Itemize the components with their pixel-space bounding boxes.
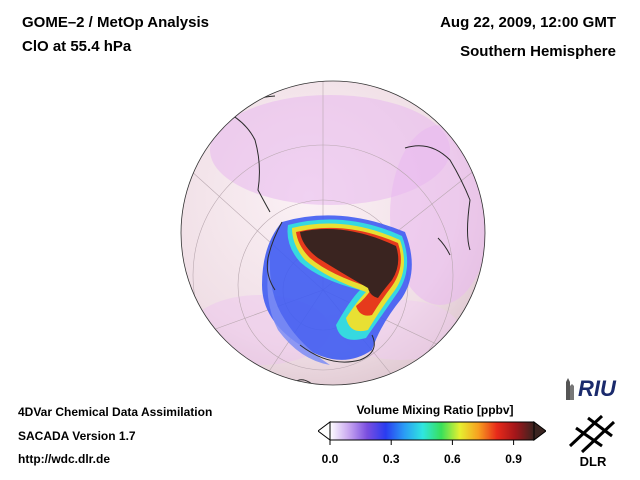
colorbar-ticks — [329, 440, 515, 445]
riu-logo-text: RIU — [578, 376, 617, 401]
haze-east — [390, 125, 485, 305]
colorbar-max-arrow — [533, 421, 546, 441]
footer-method: 4DVar Chemical Data Assimilation — [18, 405, 213, 419]
colorbar-tick-label: 0.9 — [505, 452, 522, 466]
colorbar-min-arrow — [318, 421, 331, 441]
colorbar-tick-label: 0.0 — [321, 452, 339, 466]
region-label: Southern Hemisphere — [460, 43, 616, 60]
colorbar-title: Volume Mixing Ratio [ppbv] — [356, 403, 514, 417]
vortex-core — [300, 229, 399, 298]
dlr-logo-text: DLR — [580, 454, 607, 469]
haze-north — [210, 95, 450, 205]
vortex-blue-tail — [267, 255, 330, 365]
dlr-emblem-icon — [568, 414, 616, 454]
dlr-logo: DLR — [568, 414, 616, 469]
title-instrument: GOME–2 / MetOp Analysis — [22, 14, 209, 31]
footer-url[interactable]: http://wdc.dlr.de — [18, 452, 110, 466]
colorbar — [318, 421, 546, 445]
riu-logo: RIU — [566, 376, 617, 401]
globe-map — [180, 80, 486, 386]
colorbar-bar — [329, 421, 535, 441]
footer-version: SACADA Version 1.7 — [18, 429, 136, 443]
date-label: Aug 22, 2009, 12:00 GMT — [440, 14, 616, 31]
colorbar-tick-label: 0.3 — [382, 452, 400, 466]
colorbar-tick-label: 0.6 — [444, 452, 461, 466]
riu-tower-icon — [566, 378, 570, 400]
coastlines — [221, 95, 471, 385]
title-species: ClO at 55.4 hPa — [22, 38, 132, 55]
globe-outline — [180, 80, 486, 386]
